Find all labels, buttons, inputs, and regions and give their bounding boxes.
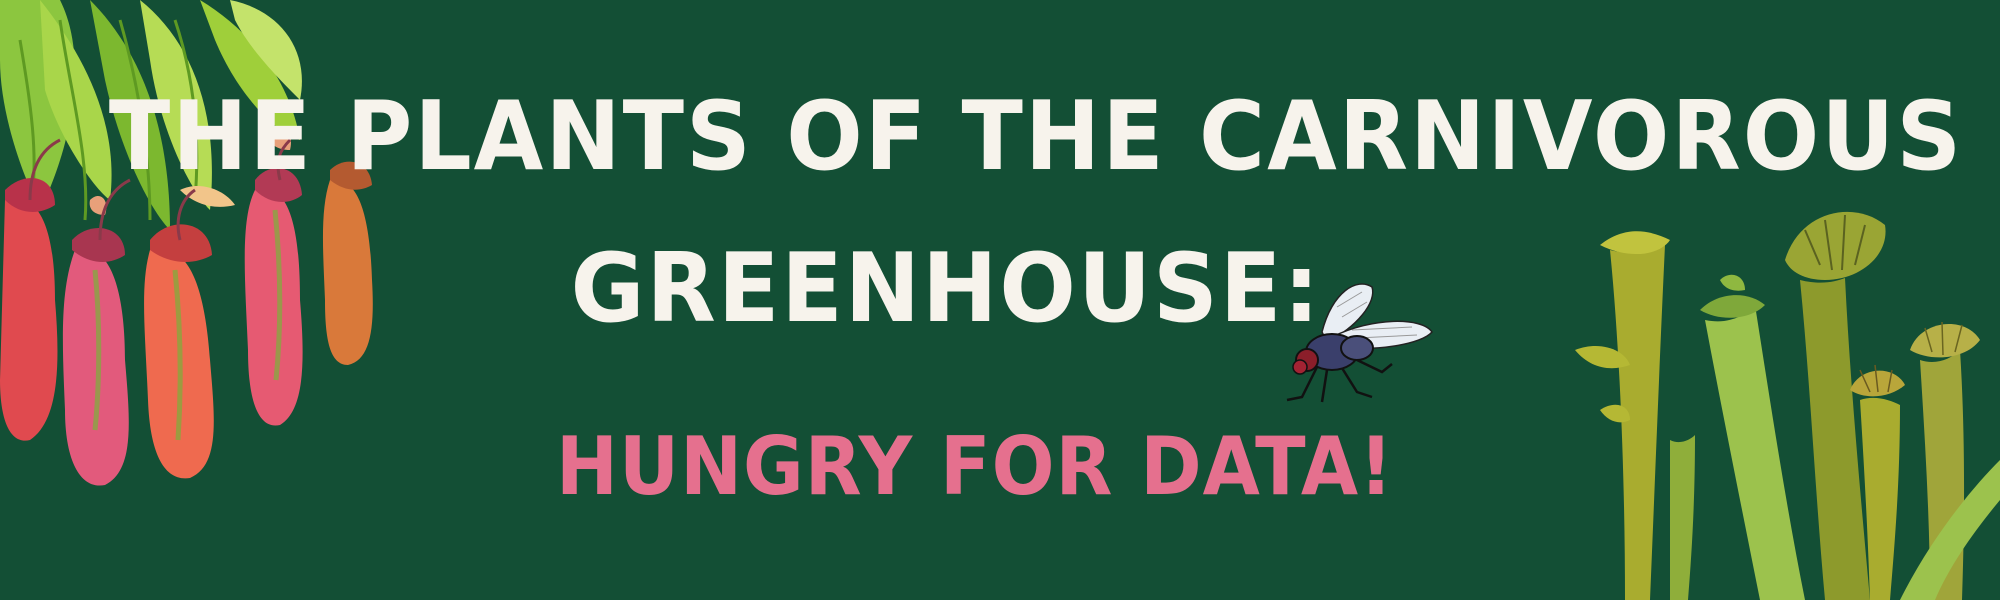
banner-subtitle: HUNGRY FOR DATA! bbox=[556, 420, 1394, 514]
banner-title-line-2: GREENHOUSE: bbox=[570, 232, 1322, 345]
nepenthes-illustration bbox=[0, 0, 373, 486]
housefly-icon bbox=[1286, 283, 1433, 403]
leaves-cluster bbox=[0, 0, 302, 230]
banner-title-line-1: THE PLANTS OF THE CARNIVOROUS bbox=[108, 80, 1964, 193]
pitchers bbox=[0, 126, 373, 486]
sarracenia-illustration bbox=[1575, 211, 2000, 600]
